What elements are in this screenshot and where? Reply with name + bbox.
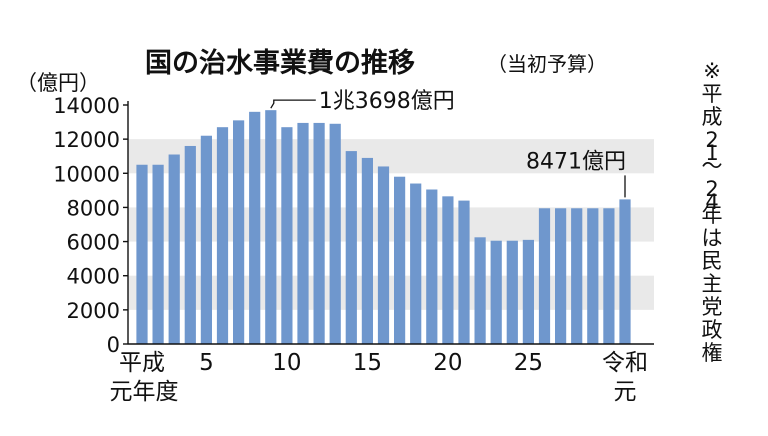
y-tick-label: 14000 bbox=[53, 94, 120, 118]
y-tick-label: 0 bbox=[107, 333, 120, 357]
side-note-char: 2 bbox=[705, 128, 718, 152]
bar bbox=[426, 189, 438, 344]
bar bbox=[345, 151, 357, 344]
annotation-leader-line bbox=[270, 99, 316, 109]
x-tick-label: 20 bbox=[433, 350, 462, 376]
bar bbox=[152, 164, 164, 344]
x-tick-label: 25 bbox=[514, 350, 543, 376]
bar bbox=[619, 199, 631, 344]
side-note-char: ※ bbox=[703, 59, 721, 83]
background-band bbox=[128, 139, 654, 174]
background-bands bbox=[128, 139, 654, 310]
x-tick-label: 令和 bbox=[602, 350, 648, 376]
bars bbox=[136, 110, 631, 344]
bar bbox=[329, 123, 341, 344]
bar bbox=[555, 208, 567, 344]
side-note-char: 年 bbox=[702, 203, 723, 227]
bar bbox=[281, 127, 293, 344]
side-note-char: 党 bbox=[702, 295, 723, 319]
side-note-char: 平 bbox=[702, 82, 723, 106]
bar bbox=[136, 164, 148, 344]
bar bbox=[587, 208, 599, 344]
chart-subtitle: （当初予算） bbox=[487, 52, 607, 76]
side-note-char: 民 bbox=[702, 249, 723, 273]
side-note-char: 主 bbox=[702, 272, 723, 296]
peak-annotation: 1兆3698億円 bbox=[319, 89, 455, 114]
axes bbox=[123, 101, 654, 345]
x-tick-label: 平成 bbox=[119, 350, 165, 376]
side-note-char: は bbox=[702, 226, 723, 250]
bar bbox=[442, 196, 454, 344]
background-band bbox=[128, 207, 654, 242]
bar bbox=[200, 135, 212, 344]
bar bbox=[394, 176, 406, 344]
side-note-char: 権 bbox=[702, 341, 723, 365]
background-band bbox=[128, 275, 654, 310]
side-note-char: 政 bbox=[702, 318, 723, 342]
bar bbox=[410, 183, 422, 344]
bar bbox=[233, 120, 245, 344]
bar bbox=[538, 208, 551, 344]
x-tick-label: 10 bbox=[272, 350, 301, 376]
bar bbox=[571, 208, 583, 344]
x-tick-label: 元 bbox=[614, 379, 637, 405]
bar bbox=[216, 127, 229, 344]
y-tick-label: 2000 bbox=[67, 299, 120, 323]
bar bbox=[249, 111, 261, 344]
bar bbox=[313, 122, 325, 344]
bar bbox=[361, 157, 373, 344]
bar bbox=[506, 240, 518, 344]
side-note-char: 2 bbox=[705, 177, 718, 201]
bar bbox=[184, 145, 196, 344]
bar bbox=[474, 237, 486, 344]
y-tick-label: 8000 bbox=[67, 196, 120, 220]
y-tick-label: 10000 bbox=[53, 162, 120, 186]
x-tick-label: 元年度 bbox=[110, 379, 179, 405]
x-tick-label: 15 bbox=[353, 350, 382, 376]
bar bbox=[522, 239, 534, 344]
y-tick-label: 6000 bbox=[67, 231, 120, 255]
y-tick-label: 4000 bbox=[67, 265, 120, 289]
bar bbox=[490, 240, 502, 344]
y-tick-label: 12000 bbox=[53, 128, 120, 152]
bar bbox=[458, 200, 470, 344]
chart-title: 国の治水事業費の推移 bbox=[145, 48, 415, 79]
x-tick-label: 5 bbox=[199, 350, 214, 376]
side-note-char: 4 bbox=[705, 190, 718, 214]
bar bbox=[265, 110, 277, 344]
bar bbox=[297, 122, 309, 344]
side-note-char: 〜 bbox=[702, 154, 723, 178]
side-note-char: 成 bbox=[702, 105, 723, 129]
bar bbox=[603, 208, 615, 344]
latest-annotation: 8471億円 bbox=[526, 149, 626, 174]
side-note-char: 1 bbox=[705, 141, 718, 165]
bar bbox=[377, 166, 390, 344]
bar bbox=[168, 154, 180, 344]
y-axis-unit-label: （億円） bbox=[16, 71, 100, 95]
